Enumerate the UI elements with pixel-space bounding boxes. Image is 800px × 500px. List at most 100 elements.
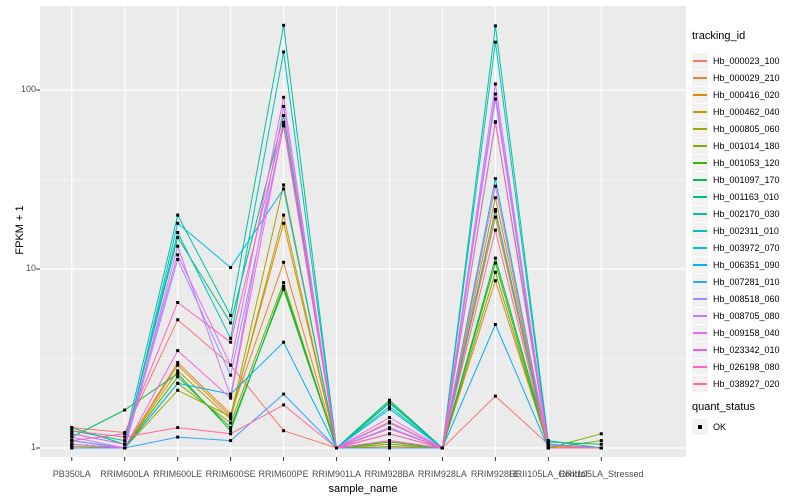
data-point (493, 92, 497, 96)
legend-item-label: Hb_006351_090 (713, 259, 780, 270)
data-point (70, 439, 74, 443)
legend-item-ok: OK (692, 418, 726, 435)
legend-item: Hb_008705_080 (692, 307, 780, 324)
data-point (176, 213, 180, 217)
legend-title-tracking-id: tracking_id (692, 30, 746, 42)
legend-item-label: Hb_001163_010 (713, 191, 779, 202)
legend-item: Hb_002311_010 (692, 222, 779, 239)
data-point (176, 349, 180, 353)
legend-key (692, 205, 708, 222)
legend-key (692, 137, 708, 154)
data-point (282, 260, 286, 264)
legend-item-label: Hb_000029_210 (713, 72, 780, 83)
data-point (282, 392, 286, 396)
x-tick-label: RRIM901LA (312, 469, 362, 479)
legend-item-label: Hb_000416_020 (713, 89, 780, 100)
legend-item: Hb_009158_040 (692, 324, 780, 341)
data-point (282, 114, 286, 117)
legend-item-label: Hb_002170_030 (713, 208, 780, 219)
data-point (229, 373, 233, 377)
x-tick-label: RRIM600PE (258, 469, 309, 479)
legend-item: Hb_000023_100 (692, 52, 780, 69)
legend-item-label: Hb_001014_180 (713, 140, 780, 151)
legend-item: Hb_001053_120 (692, 154, 780, 171)
data-point (546, 439, 550, 443)
data-point (493, 24, 497, 28)
data-point (493, 394, 497, 398)
legend-key-line-icon (693, 144, 707, 147)
legend-item: Hb_001163_010 (692, 188, 779, 205)
legend-key-line-icon (693, 212, 707, 215)
legend-key (692, 273, 708, 290)
data-point (229, 426, 233, 430)
data-point (123, 432, 127, 436)
legend-item-label: Hb_003972_070 (713, 242, 780, 253)
legend-item-label: Hb_023342_010 (713, 344, 780, 355)
data-point (599, 439, 603, 443)
legend-item: Hb_026198_080 (692, 358, 780, 375)
data-point (546, 446, 550, 450)
legend-item: Hb_000462_040 (692, 103, 780, 120)
legend-item-label: Hb_001053_120 (713, 157, 780, 168)
data-point (493, 40, 497, 44)
data-point (388, 401, 391, 405)
data-point (282, 287, 286, 291)
data-point (440, 446, 444, 450)
data-point (176, 375, 180, 379)
data-point (282, 281, 286, 285)
legend-title-quant-status: quant_status (692, 401, 755, 413)
legend-key (692, 188, 708, 205)
x-tick-label: RRIM600LE (153, 469, 203, 479)
data-point (335, 446, 338, 450)
legend-key-line-icon (693, 93, 707, 96)
data-point (493, 279, 497, 283)
data-point (229, 417, 233, 421)
data-point (282, 104, 286, 108)
legend-key (692, 239, 708, 256)
x-tick-label: RRII105LA_Control (509, 469, 588, 479)
x-tick-label: RRII105LA_Stressed (558, 469, 644, 479)
legend-key (692, 52, 708, 69)
legend-key (692, 154, 708, 171)
legend-key (692, 120, 708, 137)
data-point (70, 426, 74, 430)
data-point (123, 442, 127, 446)
data-point (229, 336, 233, 340)
data-point (70, 446, 74, 450)
legend-item: Hb_007281_010 (692, 273, 780, 290)
data-point (388, 421, 391, 425)
data-point (176, 221, 180, 225)
legend-item: Hb_000029_210 (692, 69, 780, 86)
data-point (229, 340, 233, 344)
data-point (176, 236, 180, 239)
data-point (176, 372, 180, 376)
y-tick-label: 10 (25, 263, 36, 273)
legend-item-label: Hb_026198_080 (713, 361, 780, 372)
legend-item-label: Hb_002311_010 (713, 225, 779, 236)
data-point (123, 446, 127, 450)
data-point (388, 405, 391, 409)
legend-key-line-icon (693, 127, 707, 130)
data-point (388, 407, 391, 411)
legend-item: Hb_008518_060 (692, 290, 780, 307)
data-point (493, 120, 497, 124)
x-tick-label: RRIM928BA (364, 469, 415, 479)
data-point (282, 120, 286, 124)
data-point (123, 439, 127, 443)
legend-key (692, 222, 708, 239)
legend-item-label: Hb_008518_060 (713, 293, 780, 304)
legend-key (692, 375, 708, 392)
legend-item: Hb_006351_090 (692, 256, 780, 273)
legend-key (692, 103, 708, 120)
data-point (493, 323, 497, 326)
legend-key (692, 171, 708, 188)
data-point (493, 196, 497, 200)
y-axis-title: FPKM + 1 (14, 205, 26, 255)
data-point (176, 244, 180, 248)
legend-key (692, 307, 708, 324)
data-point (229, 439, 233, 443)
legend-key-line-icon (693, 314, 707, 317)
x-tick-label: PB350LA (52, 469, 91, 479)
panel-background (40, 6, 686, 457)
